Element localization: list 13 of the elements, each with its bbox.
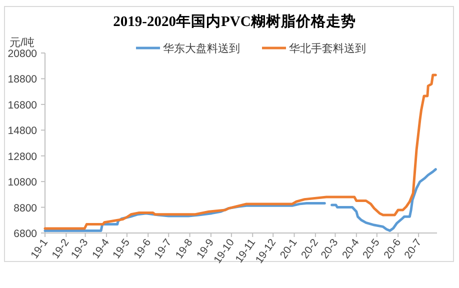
- legend-label: 华东大盘料送到: [163, 42, 240, 55]
- y-tick-label: 14800: [8, 125, 38, 138]
- y-axis-title: 元/吨: [9, 36, 35, 49]
- legend-label: 华北手套料送到: [289, 42, 366, 55]
- y-tick-label: 10800: [8, 176, 38, 189]
- y-tick-label: 12800: [8, 150, 38, 163]
- y-tick-label: 18800: [8, 74, 38, 86]
- chart-title: 2019-2020年国内PVC糊树脂价格走势: [113, 13, 356, 30]
- y-tick-label: 20800: [8, 48, 38, 60]
- line-series: [44, 74, 437, 230]
- y-tick-label: 8800: [14, 202, 38, 214]
- y-tick-label: 16800: [8, 99, 38, 112]
- y-tick-label: 6800: [14, 228, 38, 240]
